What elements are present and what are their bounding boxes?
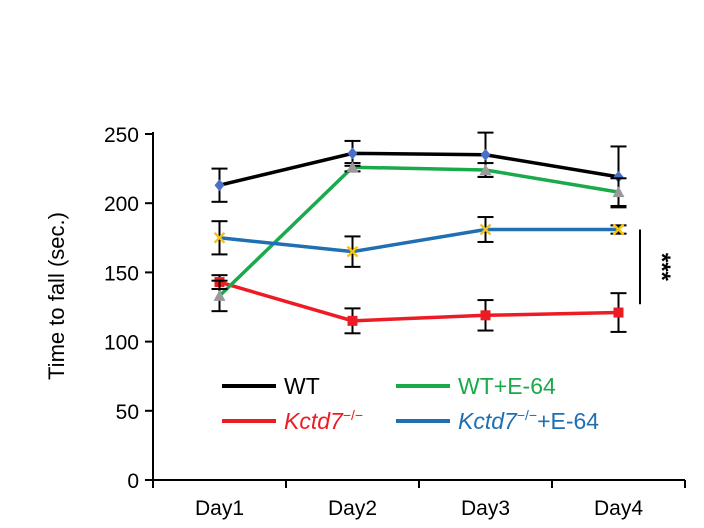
data-point bbox=[346, 245, 359, 258]
series-1-marks bbox=[211, 274, 627, 335]
data-point bbox=[347, 315, 358, 326]
x-tick-label: Day3 bbox=[461, 497, 510, 520]
series-1 bbox=[219, 280, 619, 323]
data-point bbox=[347, 147, 358, 160]
x-tick-label: Day1 bbox=[195, 497, 244, 520]
x-tick-label: Day4 bbox=[594, 497, 643, 520]
data-point bbox=[612, 223, 625, 236]
y-tick-label: 250 bbox=[104, 124, 139, 147]
data-point bbox=[480, 310, 491, 321]
series-3 bbox=[219, 227, 619, 254]
data-point bbox=[613, 170, 624, 183]
data-point bbox=[214, 179, 225, 192]
data-point bbox=[213, 289, 226, 301]
legend-label: WT bbox=[284, 373, 320, 399]
legend-item: Kctd7−/−+E-64 bbox=[396, 407, 599, 434]
significance-stars: *** bbox=[648, 253, 675, 282]
legend-label: Kctd7−/− bbox=[284, 407, 363, 434]
series-line bbox=[219, 227, 619, 254]
y-tick-label: 50 bbox=[116, 401, 139, 424]
axes: 0 50 100 150 200 250 Day1 Day2 Day3 Day4 bbox=[104, 124, 686, 520]
data-point bbox=[346, 161, 359, 173]
data-point bbox=[213, 231, 226, 244]
significance-annotation: *** bbox=[639, 229, 675, 305]
series-3-marks bbox=[211, 216, 627, 268]
y-tick-label: 200 bbox=[104, 193, 139, 216]
y-tick-label: 0 bbox=[127, 470, 139, 493]
series-0 bbox=[219, 151, 619, 187]
series-line bbox=[218, 165, 619, 298]
legend-label: Kctd7−/−+E-64 bbox=[458, 407, 599, 434]
data-point bbox=[612, 186, 625, 198]
data-point bbox=[480, 148, 491, 161]
data-point bbox=[479, 163, 492, 175]
y-axis-label: Time to fall (sec.) bbox=[44, 212, 69, 380]
legend-item: WT+E-64 bbox=[396, 373, 556, 399]
x-tick-label: Day2 bbox=[328, 497, 377, 520]
series-line bbox=[219, 151, 619, 187]
series-2-marks bbox=[211, 161, 627, 313]
data-point bbox=[479, 223, 492, 236]
data-point bbox=[613, 307, 624, 318]
legend-item: WT bbox=[222, 373, 320, 399]
legend-label: WT+E-64 bbox=[458, 373, 556, 399]
legend: WT Kctd7−/− WT+E-64 Kctd7−/−+E-64 bbox=[222, 373, 599, 434]
y-tick-label: 150 bbox=[104, 262, 139, 285]
series-layer bbox=[211, 131, 627, 335]
y-tick-label: 100 bbox=[104, 332, 139, 355]
legend-item: Kctd7−/− bbox=[222, 407, 363, 434]
series-2 bbox=[218, 165, 619, 298]
series-line bbox=[219, 280, 619, 323]
